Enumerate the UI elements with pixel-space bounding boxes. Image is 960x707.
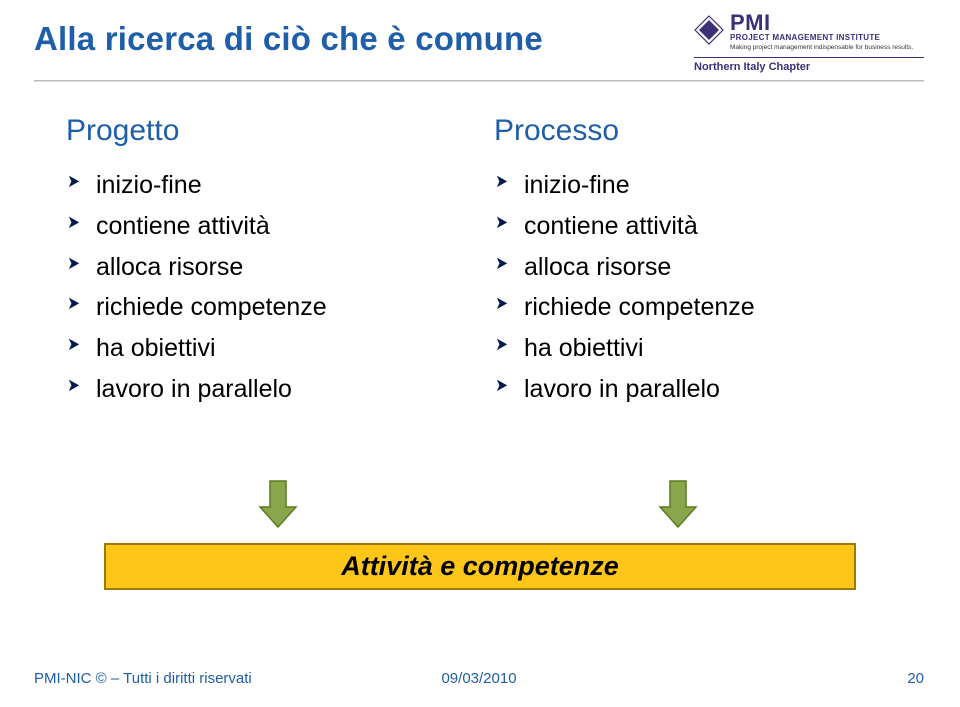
- logo-line2: Making project management indispensable …: [730, 44, 924, 51]
- logo-text: PMI PROJECT MANAGEMENT INSTITUTE Making …: [730, 12, 924, 51]
- bullet-item: ha obiettivi: [494, 329, 898, 368]
- pmi-logo-icon: [694, 15, 724, 45]
- left-column: Progetto inizio-fine contiene attività a…: [66, 114, 470, 411]
- bullet-item: alloca risorse: [494, 248, 898, 287]
- footer-left: PMI-NIC © – Tutti i diritti riservati: [34, 670, 252, 687]
- slide-title: Alla ricerca di ciò che è comune: [34, 20, 543, 58]
- bullet-item: inizio-fine: [66, 166, 470, 205]
- footer: PMI-NIC © – Tutti i diritti riservati 09…: [34, 670, 924, 687]
- bullet-item: richiede competenze: [66, 288, 470, 327]
- bullet-item: alloca risorse: [66, 248, 470, 287]
- bullet-item: lavoro in parallelo: [66, 370, 470, 409]
- logo-row: PMI PROJECT MANAGEMENT INSTITUTE Making …: [694, 12, 924, 51]
- logo-chapter: Northern Italy Chapter: [694, 57, 924, 73]
- logo-line1: PROJECT MANAGEMENT INSTITUTE: [730, 34, 924, 43]
- right-bullets: inizio-fine contiene attività alloca ris…: [494, 166, 898, 409]
- columns: Progetto inizio-fine contiene attività a…: [66, 114, 898, 411]
- left-bullets: inizio-fine contiene attività alloca ris…: [66, 166, 470, 409]
- banner-text: Attività e competenze: [341, 551, 619, 582]
- left-column-title: Progetto: [66, 114, 470, 148]
- logo-block: PMI PROJECT MANAGEMENT INSTITUTE Making …: [694, 12, 924, 73]
- bullet-item: inizio-fine: [494, 166, 898, 205]
- footer-date: 09/03/2010: [441, 670, 516, 687]
- slide: Alla ricerca di ciò che è comune PMI PRO…: [0, 0, 960, 707]
- horizontal-rule: [34, 80, 924, 88]
- right-column-title: Processo: [494, 114, 898, 148]
- right-column: Processo inizio-fine contiene attività a…: [494, 114, 898, 411]
- banner: Attività e competenze: [104, 543, 856, 590]
- logo-pmi: PMI: [730, 12, 924, 34]
- arrow-down-icon: [658, 479, 698, 529]
- arrow-down-icon: [258, 479, 298, 529]
- bullet-item: lavoro in parallelo: [494, 370, 898, 409]
- bullet-item: ha obiettivi: [66, 329, 470, 368]
- footer-page: 20: [907, 670, 924, 687]
- bullet-item: contiene attività: [66, 207, 470, 246]
- bullet-item: richiede competenze: [494, 288, 898, 327]
- bullet-item: contiene attività: [494, 207, 898, 246]
